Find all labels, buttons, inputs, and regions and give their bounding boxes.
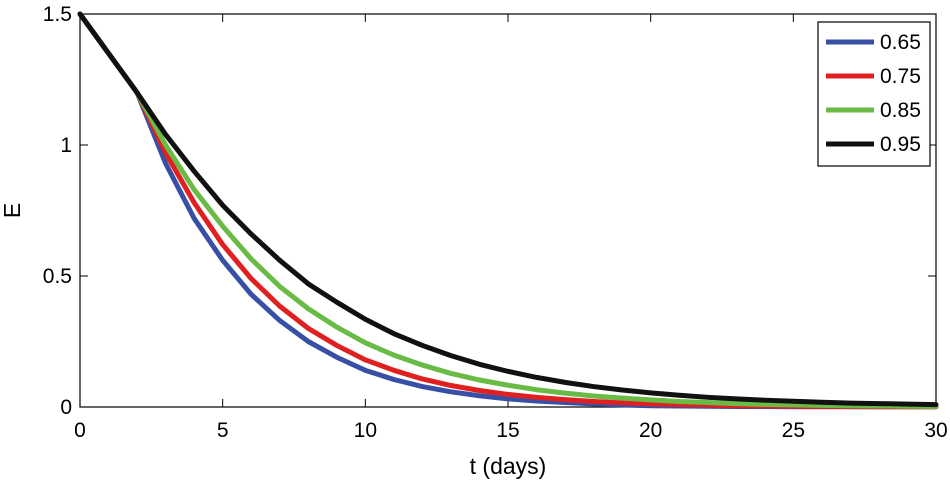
x-tick-label: 10 <box>354 419 377 442</box>
plot-area <box>79 13 937 408</box>
x-axis-label: t (days) <box>470 453 547 479</box>
x-tick-label: 30 <box>924 419 947 442</box>
y-tick-label: 1.5 <box>43 3 72 26</box>
x-tick-label: 15 <box>496 419 519 442</box>
legend: 0.65 0.75 0.85 0.95 <box>817 21 931 167</box>
y-axis-label: E <box>0 203 25 218</box>
x-tick-label: 5 <box>217 419 229 442</box>
axis-tick-labels: 0 5 10 15 20 25 30 0 0.5 1 1.5 <box>43 3 948 442</box>
x-tick-label: 20 <box>639 419 662 442</box>
y-tick-label: 0 <box>60 396 72 419</box>
legend-entry: 0.75 <box>880 65 921 88</box>
series-line-3 <box>77 11 939 408</box>
legend-entry: 0.65 <box>880 31 921 54</box>
x-tick-label: 25 <box>782 419 805 442</box>
x-tick-label: 0 <box>74 419 86 442</box>
legend-entry: 0.85 <box>880 99 921 122</box>
legend-entry: 0.95 <box>880 133 921 156</box>
series-lines <box>77 11 939 410</box>
y-tick-label: 0.5 <box>43 265 72 288</box>
y-tick-label: 1 <box>60 134 72 157</box>
series-line-2 <box>77 11 939 409</box>
